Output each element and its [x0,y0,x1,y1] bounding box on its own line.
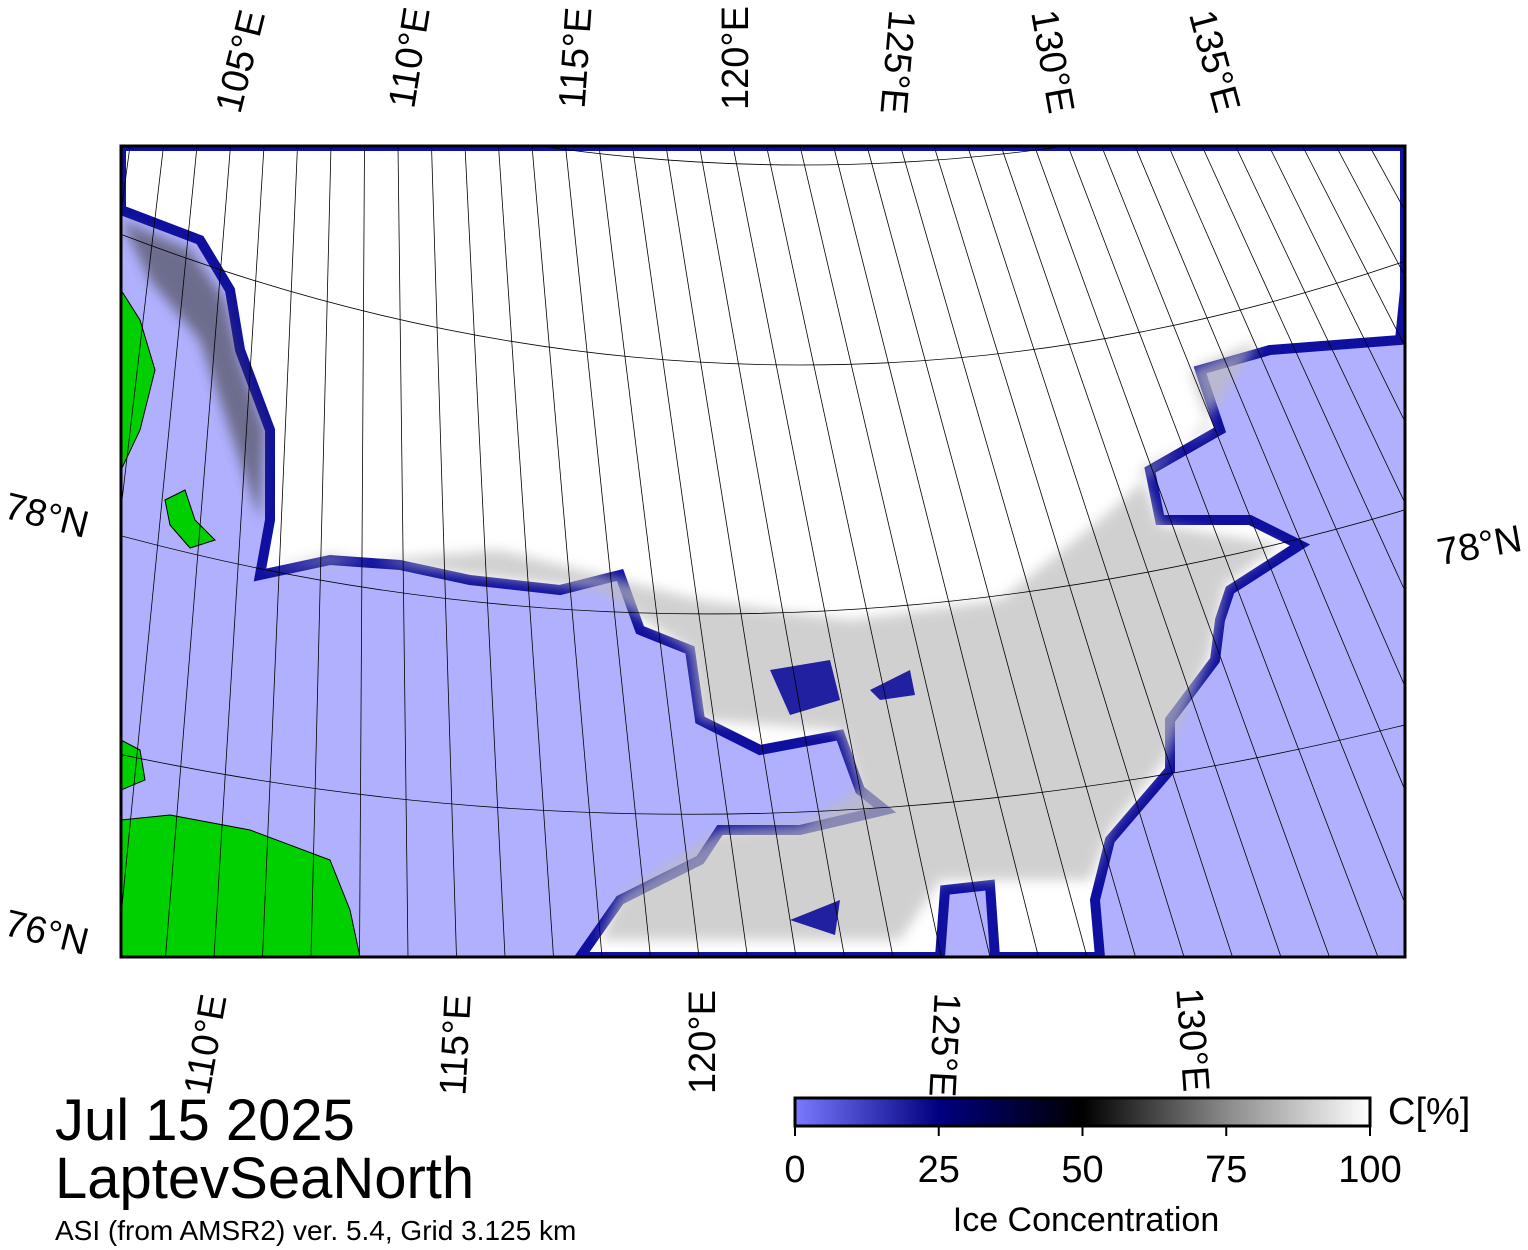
colorbar-title: Ice Concentration [953,1201,1220,1239]
meridian [1034,146,1330,957]
meridian [498,146,554,957]
top-lon-label: 115°E [552,6,601,110]
colorbar-tick-label: 0 [784,1149,805,1191]
meridian [565,146,651,957]
meridian [1067,146,1379,957]
meridian [1235,146,1405,504]
meridian [1000,146,1282,957]
meridian [900,146,1136,957]
meridian [397,146,409,957]
colorbar-tick-label: 75 [1205,1149,1247,1191]
meridian [1268,146,1405,423]
top-lon-label: 105°E [208,6,274,117]
meridian [598,146,700,957]
right-lat-label: 78°N [1434,518,1525,574]
graticule [121,146,1405,957]
top-lon-label: 110°E [381,4,438,110]
map-frame [119,144,1407,959]
meridian [967,146,1233,957]
left-lat-label: 78°N [0,485,93,546]
region-name: LaptevSeaNorth [55,1146,474,1211]
meridian [1201,146,1405,592]
map-area [121,146,1405,957]
meridian [165,146,231,957]
top-lon-label: 125°E [872,9,923,116]
meridian [1101,146,1405,905]
meridian [431,146,457,957]
parallel [121,724,1405,815]
meridian [699,146,845,957]
parallel [121,233,1405,366]
top-lon-label: 130°E [1022,7,1081,117]
bottom-lon-label: 110°E [177,991,236,1098]
top-lon-label: 120°E [715,6,757,110]
source-note: ASI (from AMSR2) ver. 5.4, Grid 3.125 km [55,1215,576,1246]
colorbar [793,1096,1372,1128]
meridian [732,146,894,957]
meridian [121,146,131,216]
meridian [799,146,991,957]
top-lon-label: 135°E [1180,6,1247,117]
bottom-lon-label: 120°E [682,990,724,1094]
meridian [632,146,748,957]
meridian [121,146,164,513]
meridian [833,146,1039,957]
bottom-lon-label: 130°E [1167,987,1216,1094]
meridian [464,146,506,957]
meridian [1302,146,1405,348]
meridian [262,146,298,957]
meridian [1134,146,1405,792]
parallel [121,509,1405,615]
land [121,289,361,957]
meridian [866,146,1088,957]
meridian [665,146,797,957]
sea-ice [121,146,1405,957]
bottom-lon-label: 115°E [432,993,479,1096]
left-lat-label: 76°N [0,902,93,963]
colorbar-tick-label: 25 [918,1149,960,1191]
colorbar-tick-label: 50 [1061,1149,1103,1191]
date: Jul 15 2025 [55,1088,355,1153]
meridian [310,146,332,957]
meridian [531,146,603,957]
meridian [359,146,365,957]
parallel [537,146,1069,166]
meridian [1168,146,1405,688]
meridian [121,146,198,921]
meridian [766,146,942,957]
bottom-lon-label: 125°E [920,992,967,1098]
colorbar-tick-label: 100 [1338,1149,1401,1191]
meridian [933,146,1185,957]
colorbar-unit: C[%] [1388,1091,1470,1133]
